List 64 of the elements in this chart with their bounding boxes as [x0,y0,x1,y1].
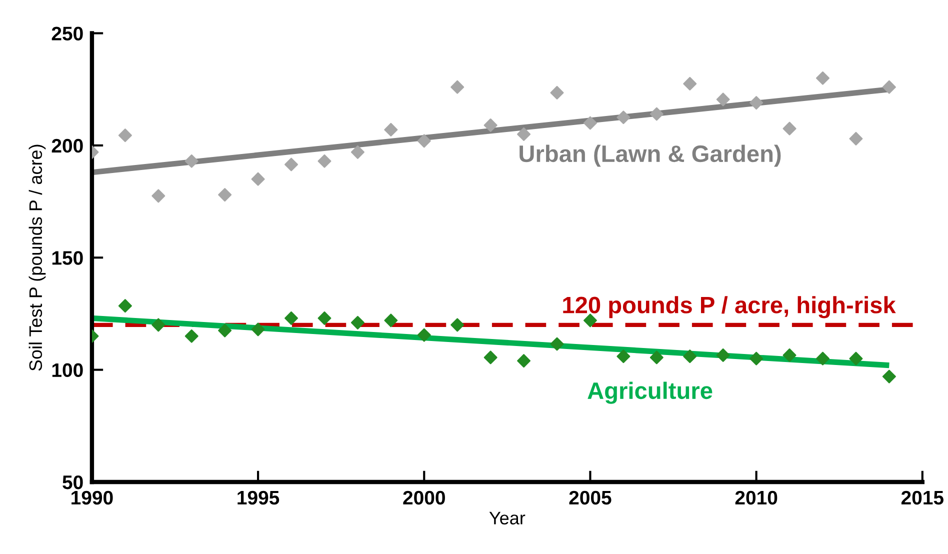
series-label: Urban (Lawn & Garden) [520,144,781,167]
series-label: Agriculture [588,382,712,404]
point [384,122,398,136]
x-tick-label: 2005 [569,490,612,505]
point [218,188,232,202]
point [550,86,564,100]
x-axis-title: Year [489,512,526,524]
point [650,107,664,121]
point [716,92,730,106]
point [849,132,863,146]
y-tick-label: 250 [52,26,83,40]
point [750,352,764,366]
point [318,154,332,168]
x-tick-label: 1995 [238,490,280,505]
point [484,118,498,132]
point [384,314,398,328]
point [251,322,265,336]
point [218,324,232,338]
point [616,110,630,124]
point [517,127,531,141]
point [650,350,664,364]
x-tick-label: 2000 [403,490,445,505]
point [882,80,896,94]
point [517,354,531,368]
point [816,71,830,85]
point [184,329,198,343]
point [417,134,431,148]
point [616,350,630,364]
point [716,348,730,362]
point [350,316,364,330]
point [450,318,464,332]
ref-line-label: 120 pounds P / acre, high-risk [563,296,896,318]
point [350,145,364,159]
point [284,311,298,325]
point [683,350,697,364]
point [118,128,132,142]
point [583,116,597,130]
point [882,370,896,384]
point [750,96,764,110]
point [484,350,498,364]
point [550,337,564,351]
y-tick-label: 150 [52,251,83,265]
point [152,318,166,332]
point [118,299,132,313]
point [251,172,265,186]
point [184,154,198,168]
point [318,311,332,325]
point [583,314,597,328]
y-tick-label: 200 [52,138,83,153]
point [450,80,464,94]
y-axis-title: Soil Test P (pounds P / acre) [28,144,46,371]
point [782,348,796,362]
y-tick-label: 100 [52,363,83,378]
x-tick-label: 2010 [735,490,778,505]
point [152,189,166,203]
y-tick-label: 50 [62,475,83,490]
point [849,352,863,366]
point [816,352,830,366]
x-tick-label: 2015 [901,490,944,505]
point [782,122,796,136]
point [683,76,697,90]
point [417,328,431,342]
x-tick-label: 1990 [72,490,113,505]
point [284,158,298,172]
